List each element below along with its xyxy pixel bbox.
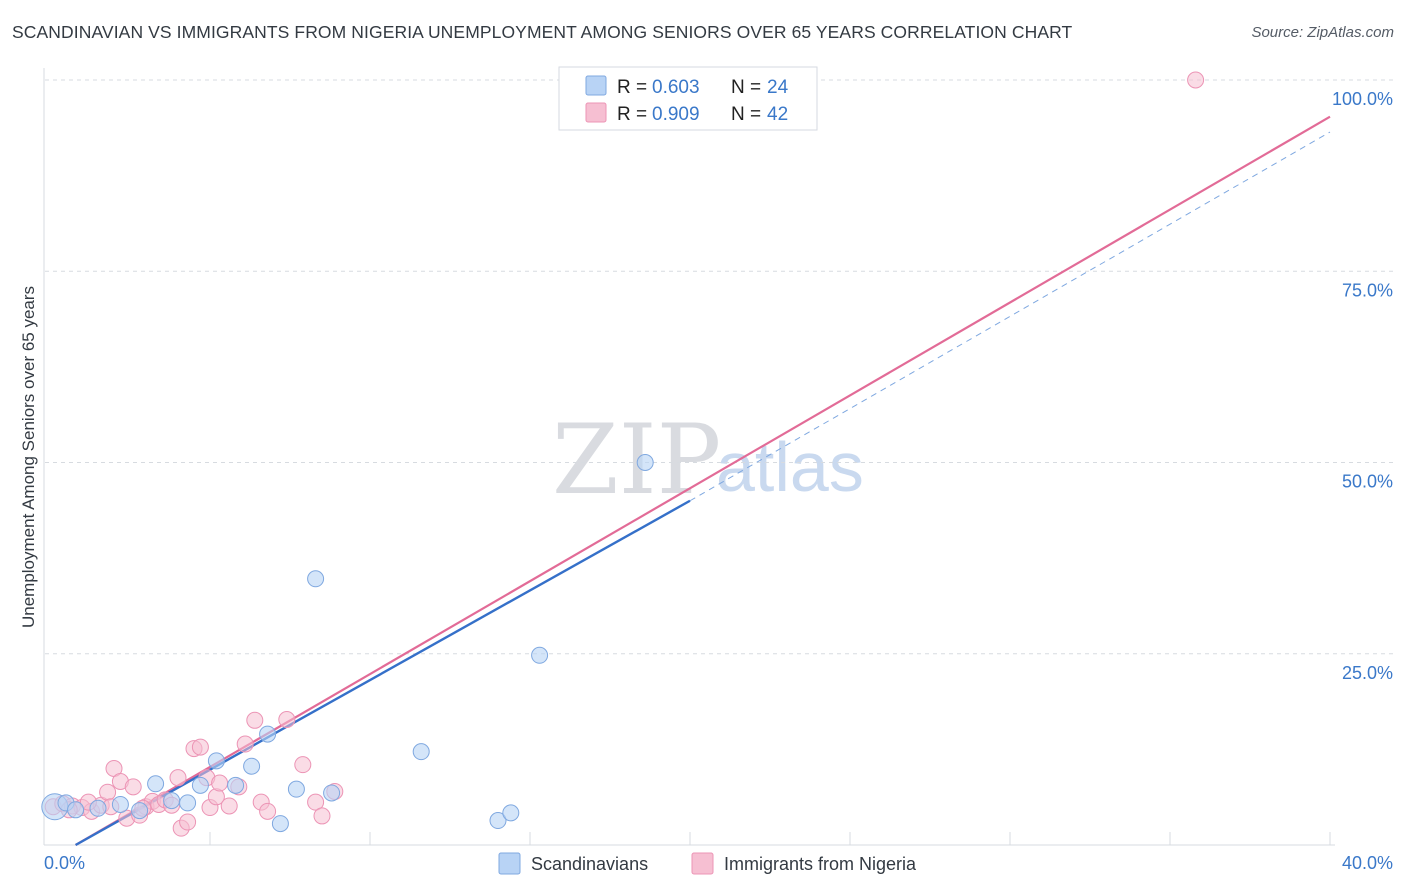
- bottom-legend-swatch-scandinavians: [498, 852, 521, 875]
- point-scandinavians: [271, 815, 289, 833]
- legend-n-value-1: 24: [767, 77, 789, 98]
- watermark: ZIP atlas: [552, 404, 864, 516]
- bottom-legend-label-scandinavians: Scandinavians: [531, 854, 648, 874]
- watermark-atlas: atlas: [716, 428, 864, 506]
- point-scandinavians: [163, 792, 181, 810]
- x-tick-label-max: 40.0%: [1342, 853, 1393, 873]
- point-scandinavians: [147, 775, 165, 793]
- correlation-legend: R = 0.603 N = 24 R = 0.909 N = 42: [558, 66, 818, 131]
- point-nigeria: [179, 813, 197, 831]
- data-points: [41, 71, 1205, 837]
- legend-r-value-2: 0.909: [652, 104, 700, 125]
- legend-n-label-2: N =: [731, 104, 761, 125]
- point-scandinavians: [191, 776, 209, 794]
- point-nigeria: [1187, 71, 1205, 89]
- point-scandinavians: [412, 743, 430, 761]
- y-tick-label: 25.0%: [1342, 663, 1393, 683]
- point-nigeria: [246, 711, 264, 729]
- chart-source: Source: ZipAtlas.com: [1251, 24, 1394, 41]
- point-scandinavians: [636, 454, 654, 471]
- point-nigeria: [236, 735, 254, 753]
- point-nigeria: [211, 774, 229, 792]
- legend-swatch-nigeria: [585, 102, 607, 123]
- point-scandinavians: [531, 646, 549, 664]
- point-scandinavians: [207, 752, 225, 770]
- point-scandinavians: [89, 799, 107, 817]
- point-scandinavians: [489, 812, 507, 830]
- y-tick-label: 50.0%: [1342, 472, 1393, 492]
- legend-r-label-1: R =: [617, 77, 647, 98]
- point-scandinavians: [502, 804, 520, 822]
- point-nigeria: [124, 778, 142, 796]
- point-nigeria: [191, 738, 209, 756]
- y-tick-label: 75.0%: [1342, 280, 1393, 300]
- y-axis-title: Unemployment Among Seniors over 65 years: [19, 286, 38, 628]
- axes: 25.0% 50.0% 75.0% 100.0%: [43, 68, 1393, 846]
- point-scandinavians: [131, 802, 149, 820]
- point-scandinavians: [243, 757, 261, 775]
- trend-line-scandinavians: [75, 499, 691, 847]
- legend-r-value-1: 0.603: [652, 77, 700, 98]
- point-scandinavians: [307, 570, 325, 588]
- point-nigeria: [99, 783, 117, 801]
- legend-swatch-scandinavians: [585, 75, 607, 96]
- point-scandinavians: [323, 784, 341, 802]
- point-scandinavians: [259, 725, 277, 743]
- point-scandinavians: [179, 794, 197, 812]
- gridlines: [45, 79, 1395, 655]
- point-nigeria: [169, 769, 187, 787]
- point-nigeria: [294, 756, 312, 774]
- legend-n-label-1: N =: [731, 77, 761, 98]
- point-scandinavians: [227, 776, 245, 794]
- series-legend: Scandinavians Immigrants from Nigeria: [498, 852, 917, 875]
- point-nigeria: [220, 797, 238, 815]
- point-scandinavians: [111, 795, 129, 813]
- point-scandinavians: [287, 780, 305, 798]
- watermark-zip: ZIP: [552, 404, 721, 516]
- point-nigeria: [313, 807, 331, 825]
- y-tick-label: 100.0%: [1332, 89, 1393, 109]
- trend-line-scandinavians-extension: [689, 131, 1331, 502]
- point-nigeria: [278, 711, 296, 729]
- chart-title: SCANDINAVIAN VS IMMIGRANTS FROM NIGERIA …: [12, 22, 1073, 42]
- legend-n-value-2: 42: [767, 104, 788, 125]
- legend-r-label-2: R =: [617, 104, 647, 125]
- bottom-legend-swatch-nigeria: [691, 852, 714, 875]
- point-scandinavians: [67, 801, 85, 819]
- bottom-legend-label-nigeria: Immigrants from Nigeria: [724, 854, 917, 874]
- point-nigeria: [259, 802, 277, 820]
- x-tick-label-min: 0.0%: [44, 853, 85, 873]
- point-nigeria: [307, 793, 325, 811]
